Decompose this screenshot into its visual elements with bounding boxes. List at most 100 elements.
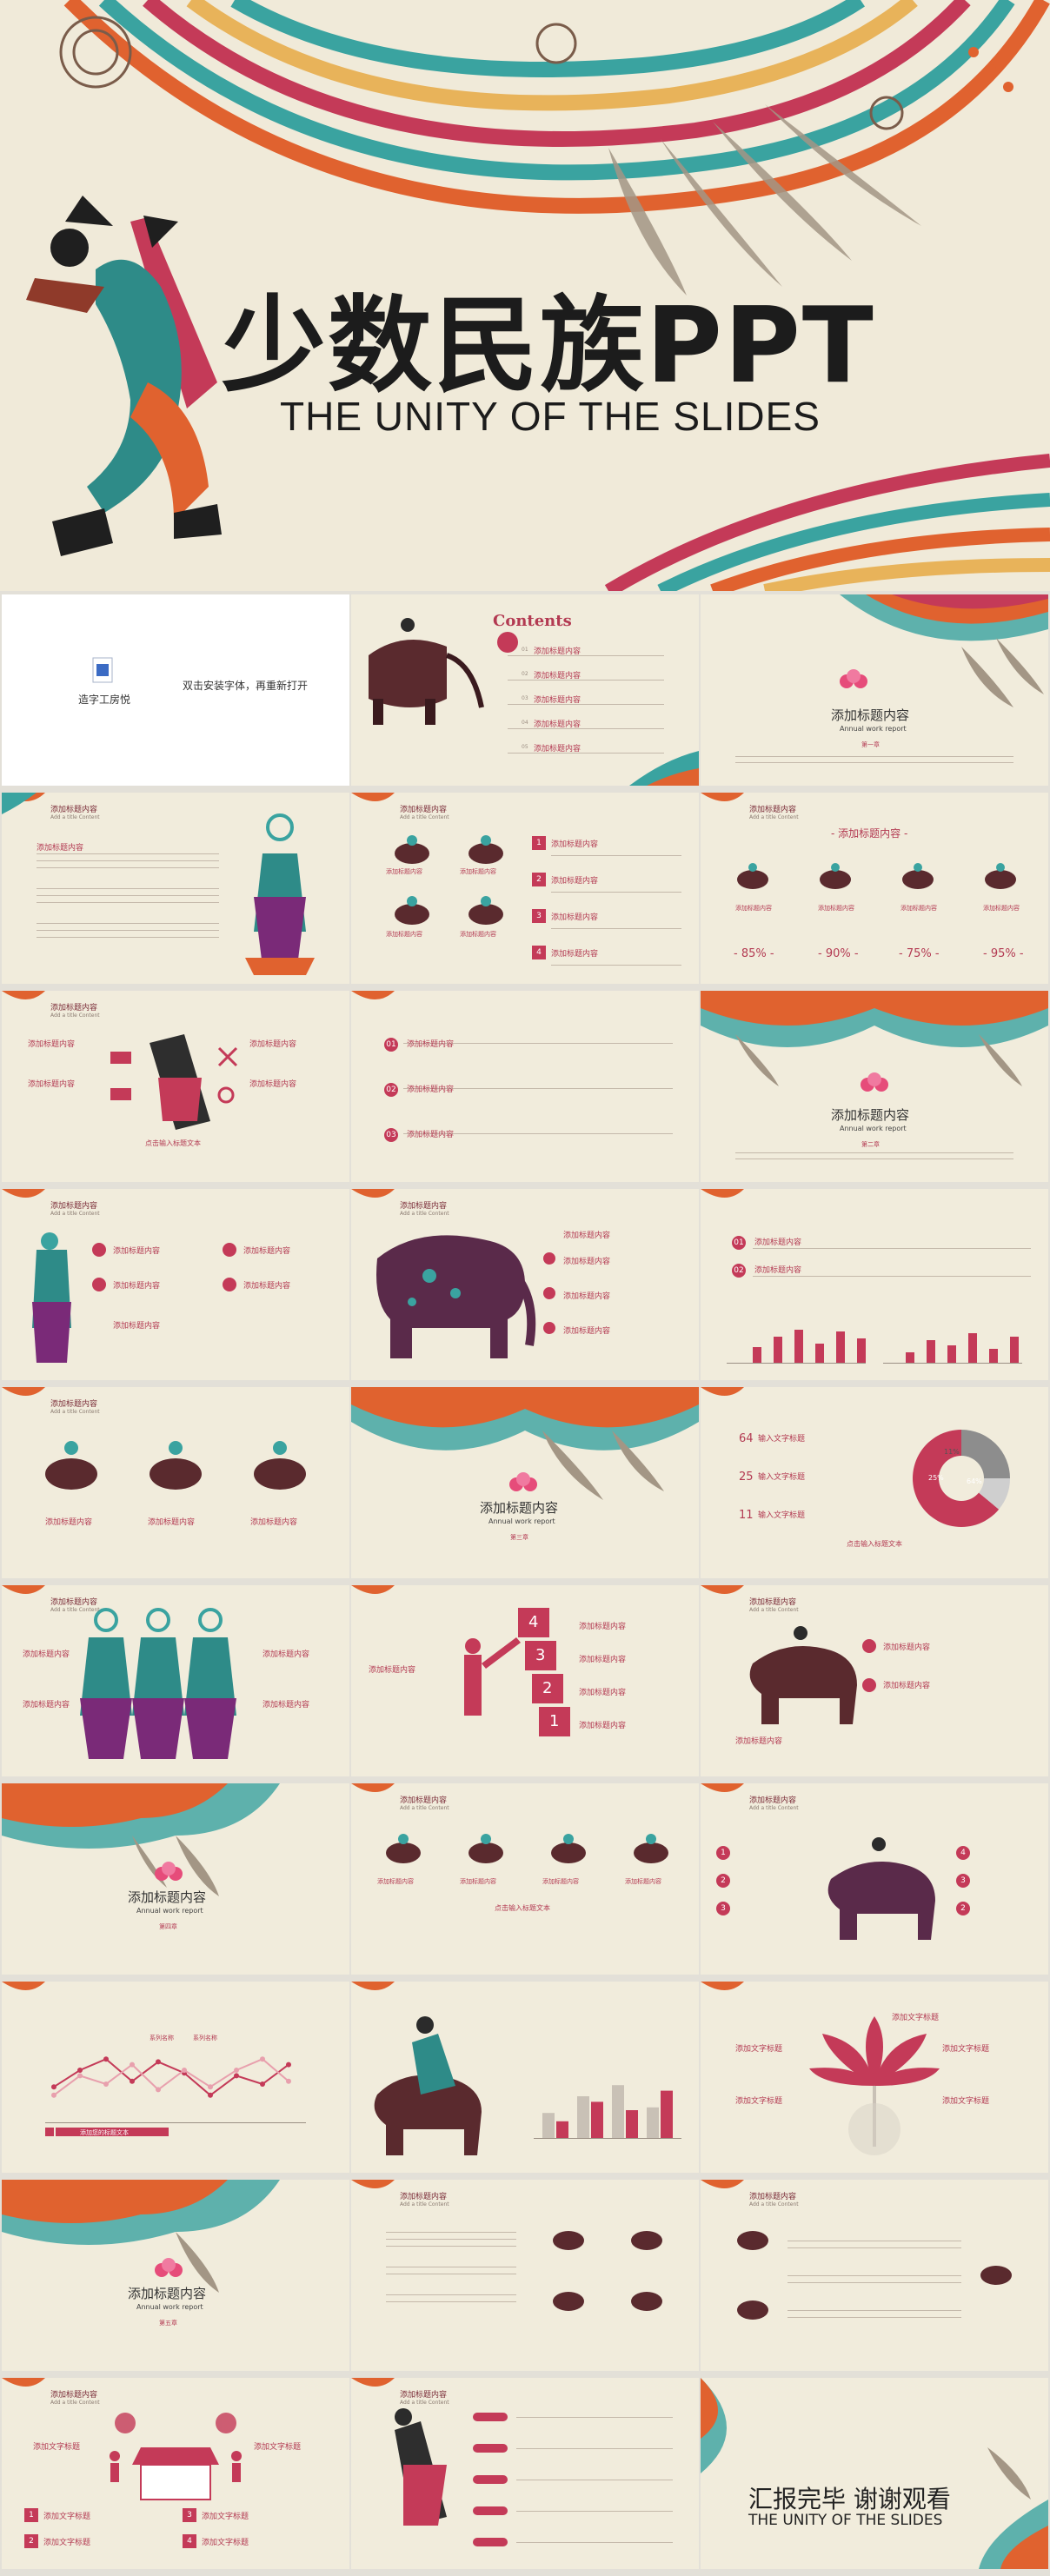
click-text[interactable]: 点击输入标题文本 — [847, 1540, 902, 1548]
corner-title: 添加标题内容 — [749, 1796, 797, 1805]
section-subtitle: Annual work report — [136, 1907, 203, 1915]
contents-item[interactable]: 添加标题内容 — [534, 647, 581, 656]
slide-icons-dancer[interactable]: 添加标题内容 Add a title Content 添加标题内容 添加标题内容… — [2, 991, 349, 1182]
item-label: 添加标题内容 — [983, 905, 1020, 912]
section-title: 添加标题内容 — [831, 707, 910, 723]
line-chart — [2, 1982, 306, 2136]
line-point — [286, 2061, 291, 2068]
bar — [661, 2090, 673, 2138]
font-install-instruction: 双击安装字体，再重新打开 — [183, 680, 309, 692]
bar-charts — [701, 1189, 1031, 1364]
slide-illustration — [2, 991, 238, 1130]
item-label: 添加标题内容 — [883, 1643, 931, 1652]
bar — [857, 1338, 866, 1363]
contents-item[interactable]: 添加标题内容 — [534, 720, 581, 729]
text-title: 添加文字标题 — [735, 2045, 783, 2054]
corner-title: 添加标题内容 — [400, 1202, 448, 1211]
slide-percentages[interactable]: 添加标题内容 Add a title Content - 添加标题内容 - 添加… — [701, 793, 1048, 984]
slide-four-riders[interactable]: 添加标题内容 Add a title Content 添加标题内容 添加标题内容… — [351, 1783, 699, 1975]
line-point — [77, 2073, 83, 2079]
item-label: 添加标题内容 — [563, 1327, 611, 1336]
slide-ending[interactable]: 汇报完毕 谢谢观看 THE UNITY OF THE SLIDES — [701, 2378, 1048, 2569]
item-label: 添加标题内容 — [900, 905, 937, 912]
slide-section-2[interactable]: 添加标题内容 Annual work report 第二章 — [701, 991, 1048, 1182]
bar — [647, 2107, 659, 2138]
contents-illustration — [369, 618, 699, 786]
contents-number: 02 — [522, 671, 528, 677]
contents-number: 01 — [522, 647, 528, 653]
item-label: 添加标题内容 — [28, 1040, 76, 1049]
slide-bar-charts[interactable]: 01 添加标题内容 02 添加标题内容 — [701, 1189, 1048, 1380]
slide-stairs[interactable]: 4 3 2 1 添加标题内容 添加标题内容 添加标题内容 添加标题内容 添加标题… — [351, 1585, 699, 1776]
contents-item[interactable]: 添加标题内容 — [534, 672, 581, 681]
slide-numbered-list[interactable]: 01 添加标题内容 02 添加标题内容 03 添加标题内容 — [351, 991, 699, 1182]
line-point — [156, 2087, 161, 2093]
section-part: 第五章 — [159, 2320, 177, 2327]
section-ornament — [351, 1387, 699, 1500]
slide-three-dancers[interactable]: 添加标题内容 Add a title Content 添加标题内容 添加标题内容… — [2, 1585, 349, 1776]
corner-subtitle: Add a title Content — [400, 1211, 449, 1217]
slide-font-install[interactable]: 造字工房悦 双击安装字体，再重新打开 — [2, 594, 349, 786]
slide-shop-stats[interactable]: 添加标题内容 Add a title Content 添加文字标题 添加文字标题… — [2, 2378, 349, 2569]
slide-text-riders[interactable]: 添加标题内容 Add a title Content — [351, 2180, 699, 2371]
corner-subtitle: Add a title Content — [749, 2201, 799, 2208]
slide-elephant-rider[interactable]: 添加标题内容 Add a title Content 添加标题内容 添加标题内容… — [701, 1585, 1048, 1776]
item-label: 添加标题内容 — [818, 905, 854, 912]
slide-illustration — [351, 2378, 673, 2546]
item-label: 添加标题内容 — [551, 950, 599, 959]
slide-section-1[interactable]: 添加标题内容 Annual work report 第一章 — [701, 594, 1048, 786]
slide-illustration — [351, 2180, 662, 2311]
item-label: 添加标题内容 — [243, 1282, 291, 1291]
text-title: 添加文字标题 — [892, 2014, 940, 2022]
contents-item[interactable]: 添加标题内容 — [534, 696, 581, 705]
slide-three-riders[interactable]: 添加标题内容 Add a title Content 添加标题内容 添加标题内容… — [2, 1387, 349, 1578]
slide-icon-list[interactable]: 添加标题内容 Add a title Content 添加标题内容 添加标题内容… — [2, 1189, 349, 1380]
text-title: 添加文字标题 — [942, 2097, 990, 2106]
slide-section-4[interactable]: 添加标题内容 Annual work report 第四章 — [2, 1783, 349, 1975]
slide-illustration — [351, 1783, 668, 1863]
corner-title: 添加标题内容 — [749, 806, 797, 814]
line-point — [234, 2068, 239, 2073]
slide-rider-bars[interactable] — [351, 1982, 699, 2173]
slide-four-figures[interactable]: 添加标题内容 Add a title Content 1 添加标题内容 2 添加… — [351, 793, 699, 984]
chart-banner: 添加您的标题文本 — [80, 2129, 129, 2136]
slide-line-chart[interactable]: 系列名称 系列名称 添加您的标题文本 — [2, 1982, 349, 2173]
number-badge: 3 — [532, 909, 546, 923]
pie-label: 64% — [967, 1477, 982, 1485]
item-label: 添加标题内容 — [262, 1701, 310, 1710]
cover-title: 少数民族PPT — [222, 286, 875, 407]
stair-number: 1 — [549, 1712, 560, 1730]
slide-text-riders-2[interactable]: 添加标题内容 Add a title Content — [701, 2180, 1048, 2371]
slide-section-5[interactable]: 添加标题内容 Annual work report 第五章 — [2, 2180, 349, 2371]
slide-illustration — [701, 793, 1016, 889]
slide-pie-chart[interactable]: 64 输入文字标题 25 输入文字标题 11 输入文字标题 64% 25% 11… — [701, 1387, 1048, 1578]
slide-section-3[interactable]: 添加标题内容 Annual work report 第三章 — [351, 1387, 699, 1578]
bar — [577, 2096, 589, 2138]
text-title: 添加文字标题 — [942, 2045, 990, 2054]
stat-value: 64 — [739, 1432, 754, 1445]
contents-number: 05 — [522, 744, 528, 750]
corner-title: 添加标题内容 — [50, 1004, 98, 1012]
slide-lotus[interactable]: 添加文字标题 添加文字标题 添加文字标题 添加文字标题 添加文字标题 — [701, 1982, 1048, 2173]
text-title: 添加文字标题 — [43, 2539, 91, 2547]
corner-title: 添加标题内容 — [50, 1598, 98, 1607]
cover-slide[interactable]: 少数民族PPT THE UNITY OF THE SLIDES — [0, 0, 1050, 591]
text-title: 添加文字标题 — [33, 2443, 81, 2452]
circle-number: 2 — [716, 1874, 730, 1888]
slide-elephant-numbers[interactable]: 添加标题内容 Add a title Content 1 2 3 4 3 2 — [701, 1783, 1048, 1975]
section-ornament — [735, 594, 1048, 763]
click-text[interactable]: 点击输入标题文本 — [145, 1139, 201, 1147]
section-part: 第三章 — [510, 1534, 528, 1541]
section-ornament — [701, 991, 1048, 1159]
slide-elephant[interactable]: 添加标题内容 Add a title Content 添加标题内容 添加标题内容… — [351, 1189, 699, 1380]
slide-contents[interactable]: Contents 01 添加标题内容 02 添加标题内容 03 添加标题内容 0… — [351, 594, 699, 786]
slide-text-dancer[interactable]: 添加标题内容 Add a title Content 添加标题内容 — [2, 793, 349, 984]
item-label: 添加标题内容 — [407, 1086, 455, 1094]
contents-item[interactable]: 添加标题内容 — [534, 745, 581, 754]
click-text[interactable]: 点击输入标题文本 — [495, 1904, 550, 1912]
slide-dancer-timeline[interactable]: 添加标题内容 Add a title Content — [351, 2378, 699, 2569]
stat-value: 11 — [739, 1509, 754, 1522]
item-label: 添加标题内容 — [113, 1247, 161, 1256]
section-subtitle: Annual work report — [840, 1125, 907, 1132]
ending-title: 汇报完毕 谢谢观看 — [748, 2485, 951, 2513]
